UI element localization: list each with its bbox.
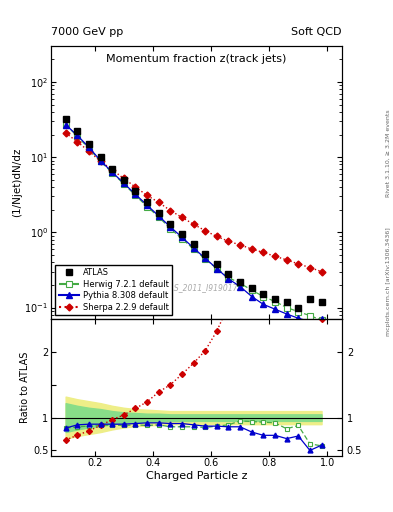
Text: mcplots.cern.ch [arXiv:1306.3436]: mcplots.cern.ch [arXiv:1306.3436] (386, 227, 391, 336)
Text: Momentum fraction z(track jets): Momentum fraction z(track jets) (107, 54, 286, 65)
Text: ATLAS_2011_I919017: ATLAS_2011_I919017 (155, 283, 238, 292)
Text: Rivet 3.1.10, ≥ 3.2M events: Rivet 3.1.10, ≥ 3.2M events (386, 110, 391, 198)
Legend: ATLAS, Herwig 7.2.1 default, Pythia 8.308 default, Sherpa 2.2.9 default: ATLAS, Herwig 7.2.1 default, Pythia 8.30… (55, 265, 172, 315)
Y-axis label: Ratio to ATLAS: Ratio to ATLAS (20, 352, 30, 423)
Y-axis label: (1/Njet)dN/dz: (1/Njet)dN/dz (12, 148, 22, 217)
X-axis label: Charged Particle z: Charged Particle z (146, 471, 247, 481)
Text: 7000 GeV pp: 7000 GeV pp (51, 27, 123, 37)
Text: Soft QCD: Soft QCD (292, 27, 342, 37)
